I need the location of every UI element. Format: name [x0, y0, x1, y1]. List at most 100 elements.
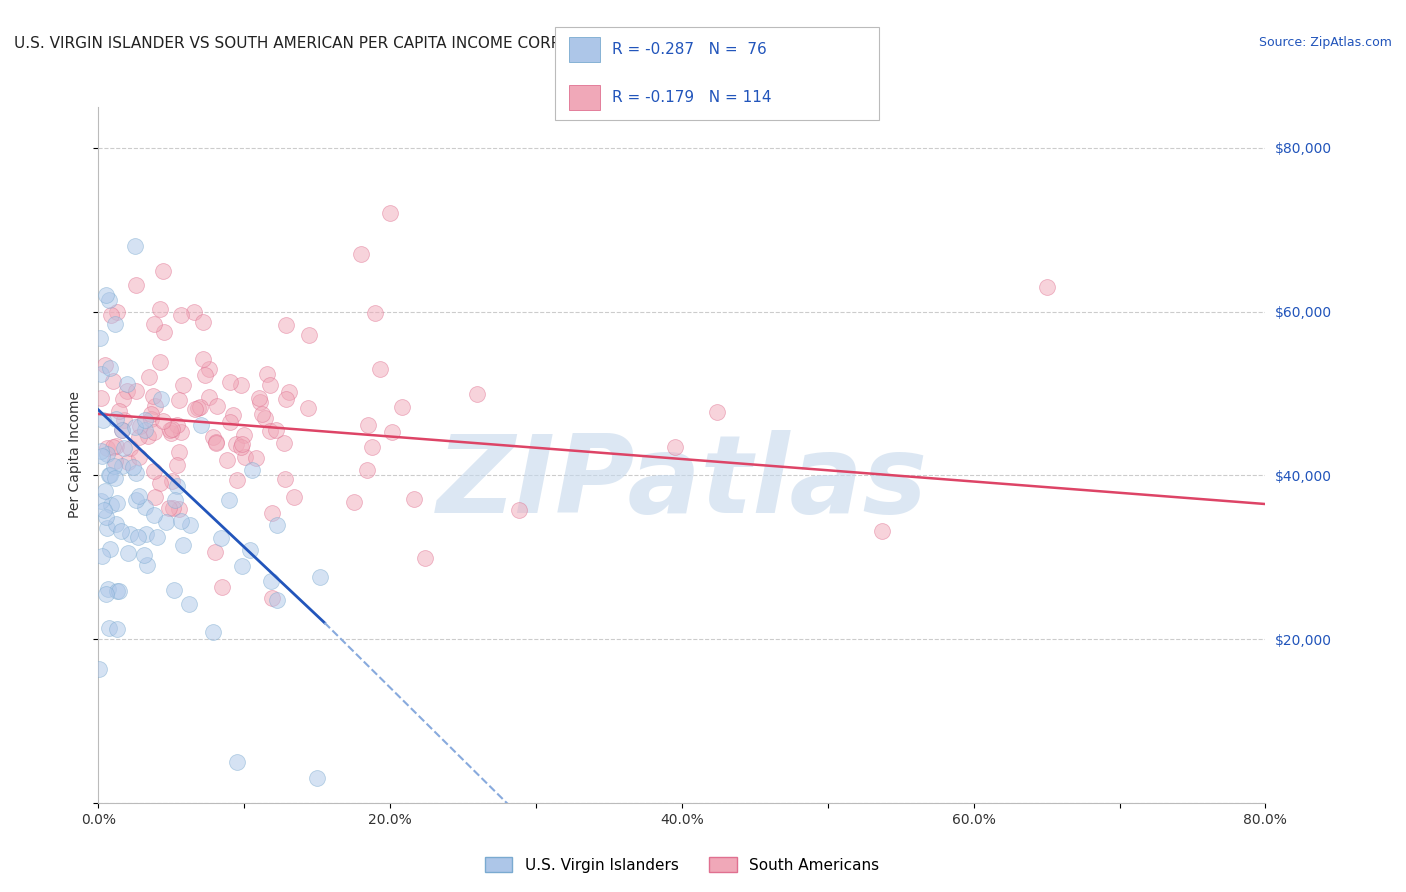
Point — [167, 445, 190, 459]
Point — [143, 490, 166, 504]
Point — [100, 308, 122, 322]
Point — [259, 424, 281, 438]
Point — [163, 493, 186, 508]
Point — [96, 521, 118, 535]
Point — [274, 471, 297, 485]
Point — [222, 409, 245, 423]
Point — [112, 441, 135, 455]
Point — [266, 592, 288, 607]
Point — [259, 574, 281, 589]
Point — [142, 389, 165, 403]
Point — [202, 430, 225, 444]
Point — [124, 239, 146, 253]
Point — [98, 361, 121, 376]
Point — [240, 463, 263, 477]
Point — [134, 549, 156, 563]
Point — [664, 440, 686, 454]
Point — [112, 413, 135, 427]
Point — [160, 426, 183, 441]
Legend: U.S. Virgin Islanders, South Americans: U.S. Virgin Islanders, South Americans — [479, 850, 884, 879]
Point — [172, 378, 194, 392]
Point — [125, 277, 148, 292]
Point — [104, 471, 127, 485]
Point — [166, 418, 188, 433]
Point — [159, 423, 181, 437]
Point — [129, 418, 152, 433]
Point — [162, 422, 184, 436]
Point — [190, 418, 212, 433]
Point — [162, 474, 184, 488]
Point — [298, 328, 321, 343]
Point — [96, 587, 118, 601]
Point — [104, 517, 127, 532]
Point — [143, 464, 166, 478]
Point — [152, 264, 174, 278]
Point — [211, 580, 233, 594]
Point — [277, 385, 299, 400]
Point — [259, 378, 281, 392]
Point — [254, 411, 277, 425]
Point — [252, 407, 274, 421]
Text: R = -0.179   N = 114: R = -0.179 N = 114 — [612, 90, 770, 104]
Y-axis label: Per Capita Income: Per Capita Income — [67, 392, 82, 518]
Point — [136, 428, 159, 442]
Point — [260, 591, 283, 606]
Point — [170, 515, 193, 529]
Point — [149, 476, 172, 491]
Point — [105, 304, 128, 318]
Point — [103, 317, 125, 331]
Point — [276, 318, 298, 333]
Point — [90, 392, 112, 406]
Point — [218, 376, 240, 390]
Point — [368, 362, 391, 376]
Point — [183, 401, 205, 416]
Point — [343, 494, 366, 508]
Point — [101, 374, 124, 388]
Point — [188, 400, 211, 414]
Point — [89, 662, 111, 676]
Point — [153, 325, 176, 339]
Point — [128, 450, 150, 464]
Point — [297, 401, 319, 416]
Point — [231, 559, 253, 574]
Point — [219, 415, 242, 429]
Point — [107, 584, 129, 599]
Point — [380, 206, 402, 220]
Text: ZIPatlas: ZIPatlas — [436, 430, 928, 536]
Point — [111, 392, 134, 406]
Point — [94, 484, 117, 499]
Point — [138, 370, 160, 384]
Point — [256, 367, 278, 381]
Point — [107, 622, 129, 636]
Point — [273, 435, 295, 450]
Point — [96, 447, 118, 461]
Point — [98, 468, 121, 483]
Point — [166, 458, 188, 472]
Point — [170, 308, 193, 322]
Point — [134, 413, 156, 427]
Point — [177, 597, 200, 611]
Point — [169, 501, 191, 516]
Point — [198, 391, 221, 405]
Point — [125, 466, 148, 480]
Point — [141, 412, 163, 426]
Point — [404, 491, 426, 506]
Point — [381, 425, 404, 439]
Point — [90, 449, 112, 463]
Point — [266, 518, 288, 533]
Point — [193, 352, 215, 367]
Point — [508, 502, 530, 516]
Point — [157, 501, 180, 516]
Point — [110, 524, 132, 538]
Point — [172, 538, 194, 552]
Point — [117, 377, 139, 392]
Point — [215, 453, 238, 467]
Point — [124, 419, 146, 434]
Point — [111, 423, 134, 437]
Point — [274, 392, 297, 406]
Point — [266, 423, 288, 437]
Point — [209, 531, 232, 545]
Point — [363, 306, 385, 320]
Point — [239, 542, 262, 557]
Point — [162, 501, 184, 516]
